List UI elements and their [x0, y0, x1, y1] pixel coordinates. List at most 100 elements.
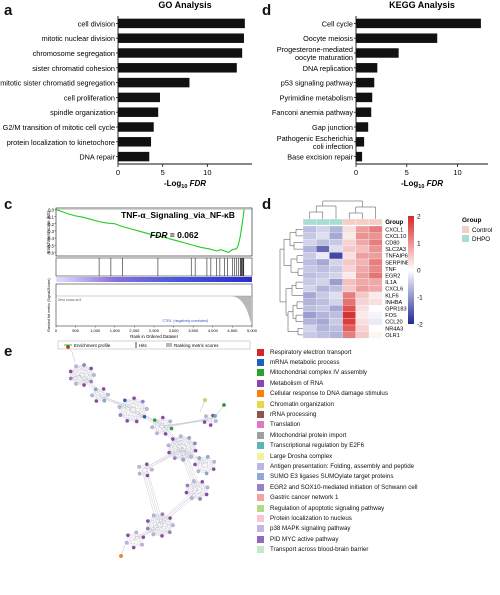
- network-edge: [154, 420, 166, 435]
- legend-swatch: [257, 400, 264, 408]
- network-edge: [136, 532, 143, 545]
- dendro-branch: [297, 328, 303, 336]
- network-node: [202, 420, 207, 424]
- network-edge: [75, 366, 85, 386]
- hits-frame: [55, 257, 253, 277]
- network-edge: [120, 398, 135, 416]
- network-edge: [147, 520, 174, 526]
- network-edge: [131, 524, 158, 541]
- heatmap-cell: [368, 258, 383, 266]
- group-cell: [342, 218, 356, 226]
- x-tick-label: 3,500: [188, 328, 199, 333]
- heatmap-cell: [302, 272, 317, 279]
- network-node: [192, 479, 196, 483]
- legend-label: Transport across blood-brain barrier: [270, 546, 369, 554]
- row-label: GPR183: [385, 307, 406, 313]
- heatmap-cell: [316, 298, 330, 306]
- network-edge: [70, 378, 92, 382]
- dendro-branch: [292, 304, 297, 319]
- network-node: [203, 398, 207, 402]
- network-node: [137, 464, 141, 469]
- network-node: [168, 530, 172, 535]
- heatmap-cell: [368, 291, 383, 299]
- network-node: [185, 483, 190, 488]
- network-node: [171, 523, 175, 528]
- dendro-branch: [355, 206, 376, 219]
- network-node: [118, 413, 123, 417]
- network-edge: [96, 394, 109, 402]
- row-label: CXCL10: [385, 234, 406, 240]
- legend-entry: Regulation of apoptotic signaling pathwa…: [257, 503, 497, 513]
- legend-metric-swatch: [166, 343, 172, 347]
- network-node: [193, 448, 198, 453]
- network-edge: [83, 364, 95, 376]
- bar: [118, 48, 243, 58]
- dendro-branch: [297, 268, 303, 276]
- legend-entry: rRNA processing: [257, 409, 497, 419]
- heatmap-cell: [342, 324, 356, 332]
- heatmap-cell: [342, 239, 356, 246]
- heatmap-cell: [316, 311, 330, 319]
- network-edge: [160, 417, 210, 429]
- network-edge: [183, 450, 196, 460]
- heatmap-cell: [329, 331, 343, 339]
- heatmap-cell: [368, 324, 383, 332]
- network-edge: [119, 401, 143, 408]
- network-edge: [120, 408, 147, 416]
- x-tick-label: 1,500: [110, 328, 121, 333]
- category-label: Cell cycle: [322, 19, 353, 28]
- dendro-branch: [296, 255, 303, 263]
- rank-colorbar: [56, 277, 252, 282]
- legend-swatch: [257, 473, 264, 481]
- heatmap-cell: [355, 245, 370, 253]
- heatmap-cell: [368, 252, 383, 260]
- network-node: [145, 526, 150, 531]
- legend-swatch: [257, 525, 264, 533]
- network-node: [134, 419, 139, 424]
- heatmap-cell: [316, 239, 330, 246]
- panel-letter-d-heatmap: d: [262, 196, 272, 213]
- network-edge: [120, 400, 126, 416]
- network-edge: [174, 443, 195, 459]
- heatmap-cell: [329, 245, 343, 253]
- network-edge: [154, 420, 171, 422]
- network-edge: [119, 406, 145, 417]
- row-label: FOS: [385, 313, 397, 319]
- category-label: Pyrimidine metabolism: [280, 93, 353, 102]
- color-key-bar: [408, 216, 414, 324]
- network-edge: [141, 447, 180, 471]
- legend-entry: Chromatin organization: [257, 399, 497, 409]
- network-edge: [139, 464, 147, 474]
- network-node: [131, 545, 136, 550]
- legend-entry: Translation: [257, 420, 497, 430]
- legend-label: PID MYC active pathway: [270, 535, 339, 543]
- bar: [118, 151, 150, 162]
- heatmap-cell: [342, 305, 356, 312]
- color-key-tick: -1: [417, 295, 423, 302]
- network-edge: [139, 466, 148, 476]
- network-edge: [70, 371, 92, 382]
- network-edge: [119, 406, 147, 410]
- bar: [356, 107, 372, 117]
- row-label: NR4A3: [385, 326, 403, 332]
- gsea-title: TNF-α_Signaling_via_NF-κB: [121, 210, 235, 220]
- network-node: [93, 387, 98, 392]
- network-edge: [145, 447, 184, 471]
- network-node: [179, 434, 183, 438]
- network-edge: [162, 514, 170, 533]
- legend-entry: mRNA metabolic process: [257, 357, 497, 367]
- network-node: [74, 382, 78, 386]
- category-label: Pathogenic Escherichia: [277, 134, 354, 143]
- network-edge: [124, 400, 137, 422]
- heatmap-cell: [368, 298, 383, 306]
- color-key-tick: 2: [417, 214, 421, 221]
- bar: [356, 122, 369, 132]
- dendro-branch: [279, 248, 286, 303]
- legend-swatch: [257, 369, 264, 377]
- network-node: [140, 542, 144, 547]
- network-edge: [134, 398, 148, 409]
- category-label: protein localization to kinetochore: [7, 138, 115, 147]
- network-edge: [168, 437, 190, 446]
- network-node: [168, 419, 173, 424]
